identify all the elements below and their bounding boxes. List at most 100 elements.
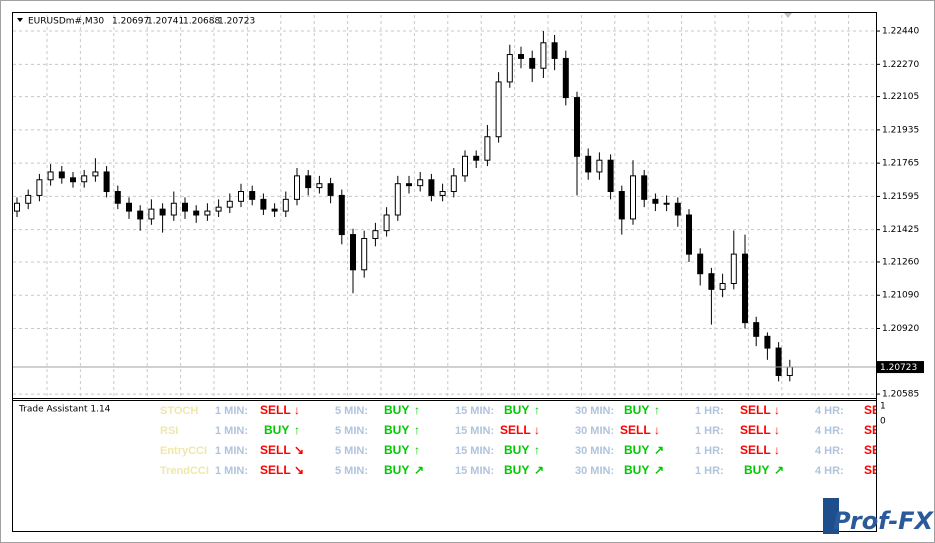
signal: SELL xyxy=(500,423,531,437)
candle-body xyxy=(450,175,457,193)
signal-arrow: ↘ xyxy=(294,443,304,457)
candle-body xyxy=(361,237,368,271)
candle-body xyxy=(25,194,32,204)
logo: Prof-FX xyxy=(833,507,935,535)
candle-body xyxy=(652,198,659,204)
timeframe-label: 15 MIN: xyxy=(455,445,494,457)
signal: BUY xyxy=(624,443,649,457)
candle-body xyxy=(607,159,614,193)
candles xyxy=(14,31,793,382)
candle-body xyxy=(462,155,468,177)
signal: BUY xyxy=(264,423,289,437)
y-tick-label: 1.21425 xyxy=(882,225,919,235)
candle-body xyxy=(641,175,648,200)
candle-body xyxy=(775,347,782,376)
last-price-box xyxy=(877,361,924,374)
signal-arrow: ↑ xyxy=(654,403,660,417)
candle-body xyxy=(562,57,569,99)
y-tick-label: 1.22105 xyxy=(882,92,919,102)
signal-arrow: ↑ xyxy=(414,403,420,417)
open: 1.20697 xyxy=(112,17,149,27)
candle-body xyxy=(305,175,312,189)
candle-body xyxy=(417,179,424,187)
candle-body xyxy=(193,210,200,216)
indicator-name: RSI xyxy=(160,425,178,437)
candle-body xyxy=(551,42,558,59)
close: 1.20723 xyxy=(218,17,255,27)
y-tick-label: 1.21260 xyxy=(882,257,919,267)
signal: SELL xyxy=(740,443,771,457)
high: 1.20741 xyxy=(147,17,184,27)
candle-body xyxy=(159,208,166,216)
signal-arrow: ↓ xyxy=(774,423,780,437)
signal: BUY xyxy=(384,443,409,457)
last-price-label: 1.20723 xyxy=(880,363,917,373)
signal: BUY xyxy=(624,463,649,477)
candle-body xyxy=(574,97,580,157)
y-tick-label: 1.21935 xyxy=(882,125,919,135)
signal: SELL xyxy=(740,403,771,417)
candle-body xyxy=(126,202,132,212)
candle-body xyxy=(406,183,412,187)
timeframe-label: 1 MIN: xyxy=(215,465,248,477)
signal-arrow: ↑ xyxy=(534,403,540,417)
y-tick-label: 1.20920 xyxy=(882,324,919,334)
signal-arrow: ↗ xyxy=(774,463,784,477)
logo-mark xyxy=(823,498,839,534)
candle-body xyxy=(36,179,43,196)
candle-body xyxy=(596,159,603,173)
candle-body xyxy=(170,202,177,216)
signal-arrow: ↑ xyxy=(414,423,420,437)
y-tick-label: 1.21765 xyxy=(882,159,919,169)
timeframe-label: 4 HR: xyxy=(815,445,844,457)
candle-body xyxy=(58,171,65,179)
menu-arrow[interactable] xyxy=(17,18,23,22)
candle-body xyxy=(585,155,592,173)
candle-body xyxy=(70,177,76,183)
candle-body xyxy=(764,335,771,349)
candle-body xyxy=(540,42,547,69)
candle-body xyxy=(338,194,345,236)
candle-body xyxy=(742,253,748,324)
candle-body xyxy=(506,54,513,83)
candle-body xyxy=(618,191,625,220)
indicator-name: EntryCCI xyxy=(160,445,207,457)
indicator-title: Trade Assistant 1.14 xyxy=(18,405,111,415)
shift-marker xyxy=(784,13,792,18)
timeframe-label: 30 MIN: xyxy=(575,425,614,437)
candle-body xyxy=(708,273,715,290)
candle-body xyxy=(730,253,737,284)
timeframe-label: 5 MIN: xyxy=(335,425,368,437)
signal-arrow: ↑ xyxy=(294,423,300,437)
timeframe-label: 4 HR: xyxy=(815,425,844,437)
candle-body xyxy=(630,175,636,220)
candle-body xyxy=(350,234,356,271)
timeframe-label: 4 HR: xyxy=(815,465,844,477)
signal: SELL xyxy=(260,403,291,417)
candle-body xyxy=(47,171,54,181)
y-tick-label: 1.21595 xyxy=(882,192,919,202)
candle-body xyxy=(14,202,20,212)
timeframe-label: 1 HR: xyxy=(695,465,724,477)
candle-body xyxy=(753,322,760,337)
signal: SELL xyxy=(740,423,771,437)
signal: BUY xyxy=(384,403,409,417)
candle-body xyxy=(439,191,446,196)
signal: BUY xyxy=(384,423,409,437)
timeframe-label: 1 MIN: xyxy=(215,425,248,437)
candle-body xyxy=(182,202,188,212)
signal: BUY xyxy=(744,463,769,477)
timeframe-label: 1 HR: xyxy=(695,445,724,457)
y-tick-label: 1.22440 xyxy=(882,27,919,37)
pane-scale-top: 1 xyxy=(880,402,886,412)
low: 1.20688 xyxy=(183,17,220,27)
timeframe-label: 5 MIN: xyxy=(335,465,368,477)
candle-body xyxy=(226,200,233,208)
indicator-name: STOCH xyxy=(160,405,198,417)
candle-body xyxy=(394,183,401,216)
candle-body xyxy=(529,57,536,69)
signal: BUY xyxy=(384,463,409,477)
grid xyxy=(13,15,876,397)
signal: SELL xyxy=(260,463,291,477)
